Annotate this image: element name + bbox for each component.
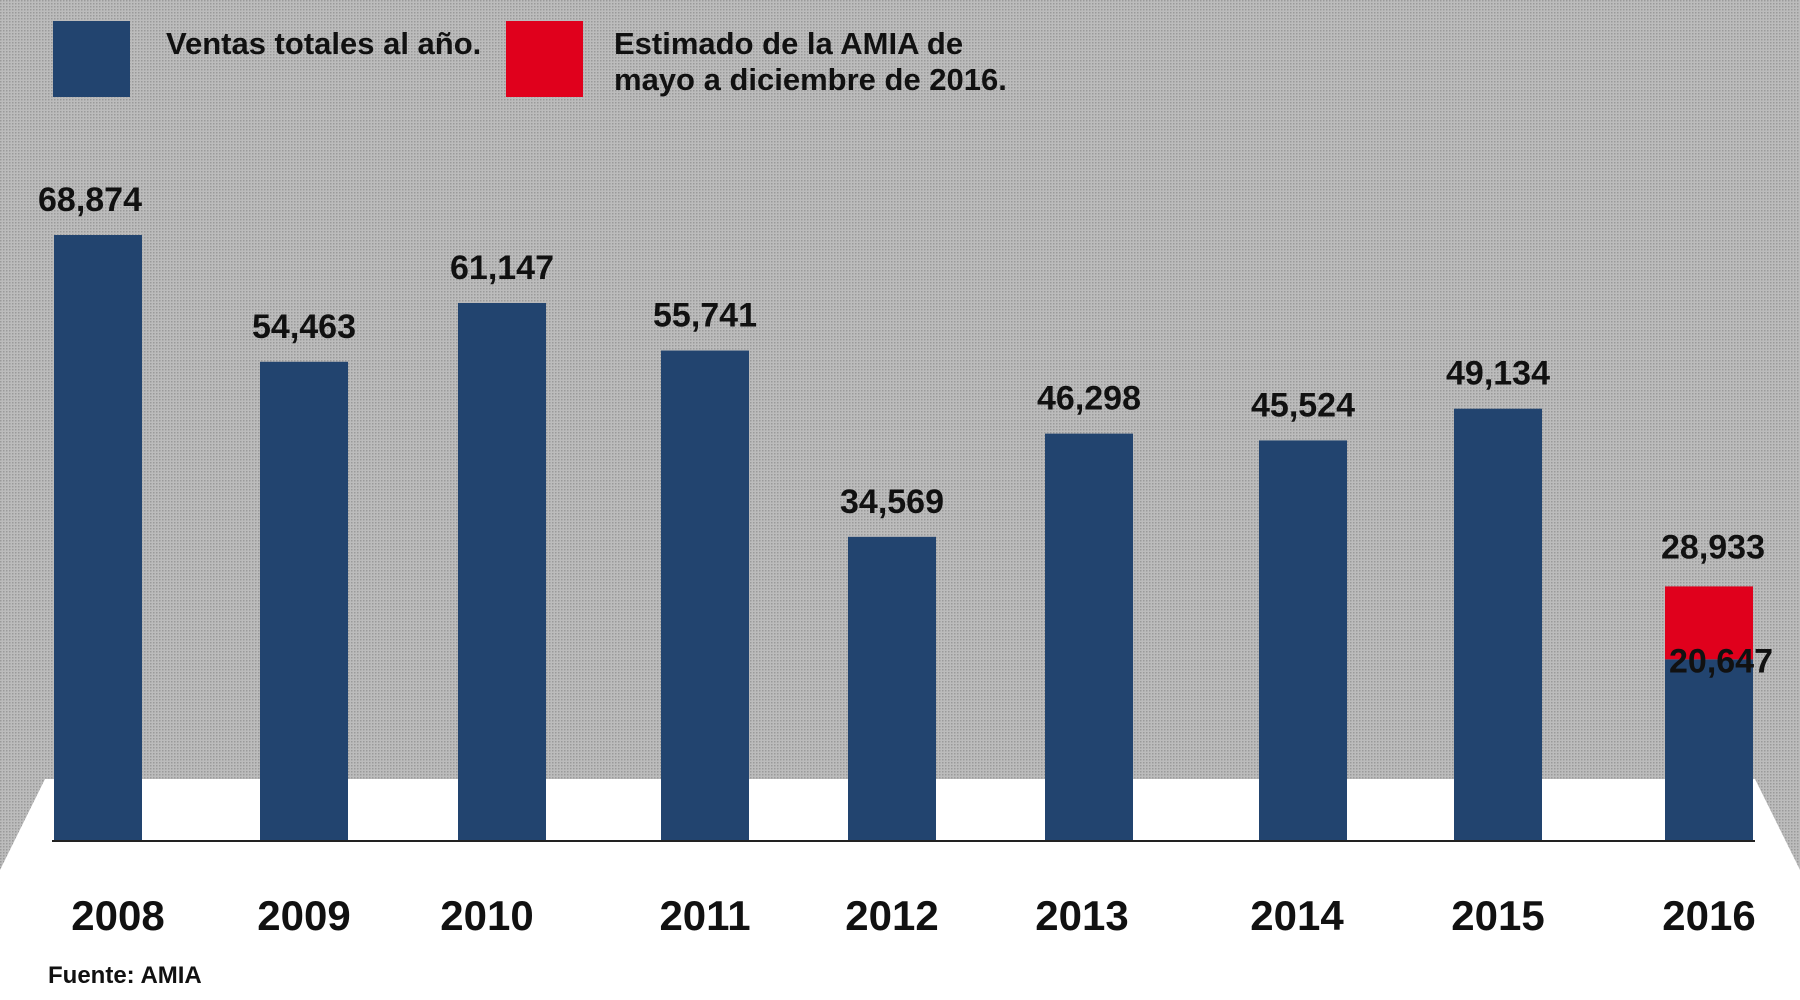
- year-label-2013: 2013: [1035, 892, 1128, 939]
- value-label-2009: 54,463: [252, 308, 356, 346]
- value-labels-group: 68,874 54,463 61,147 55,741 34,569 46,298 45,5…: [38, 181, 1773, 680]
- value-label-2011: 55,741: [653, 297, 757, 335]
- legend-label-estimado: Estimado de la AMIA de mayo a diciembre d…: [614, 26, 1007, 97]
- bar-2015: [1454, 408, 1542, 841]
- bar-2016: [1665, 659, 1753, 841]
- bar-2009: [260, 361, 348, 841]
- source-note: Fuente: AMIA: [48, 962, 202, 989]
- bar-2012: [848, 536, 936, 841]
- year-labels-group: 2008 2009 2010 2011 2012 2013 2014 2015 2016: [71, 892, 1755, 939]
- legend-label-ventas: Ventas totales al año.: [166, 26, 481, 61]
- year-label-2016: 2016: [1662, 892, 1755, 939]
- value-label-2012: 34,569: [840, 483, 944, 521]
- value-label-2016: 20,647: [1669, 642, 1773, 680]
- legend-label-estimado-line-2: mayo a diciembre de 2016.: [614, 62, 1007, 97]
- bar-2010: [458, 302, 546, 841]
- bar-2011: [661, 350, 749, 841]
- legend: Ventas totales al año. Estimado de la AMI…: [53, 21, 1007, 97]
- legend-swatch-estimado: [506, 21, 583, 97]
- year-label-2015: 2015: [1451, 892, 1544, 939]
- year-label-2012: 2012: [845, 892, 938, 939]
- chart-background: [0, 0, 1800, 870]
- value-label-2015: 49,134: [1446, 355, 1550, 393]
- year-label-2008: 2008: [71, 892, 164, 939]
- bar-2008: [54, 235, 142, 841]
- value-label-2013: 46,298: [1037, 380, 1141, 418]
- legend-label-estimado-line-1: Estimado de la AMIA de: [614, 26, 963, 61]
- year-label-2014: 2014: [1250, 892, 1344, 939]
- bars-group: [54, 235, 1753, 841]
- legend-swatch-ventas: [53, 21, 130, 97]
- value-label-2014: 45,524: [1251, 386, 1355, 424]
- year-label-2010: 2010: [440, 892, 533, 939]
- bar-2014: [1259, 440, 1347, 841]
- bar-2013: [1045, 433, 1133, 841]
- year-label-2009: 2009: [257, 892, 350, 939]
- total-label-2016: 28,933: [1661, 528, 1765, 566]
- value-label-2010: 61,147: [450, 249, 554, 287]
- bar-estimate-2016: [1665, 586, 1753, 660]
- year-label-2011: 2011: [659, 892, 750, 939]
- value-label-2008: 68,874: [38, 181, 142, 219]
